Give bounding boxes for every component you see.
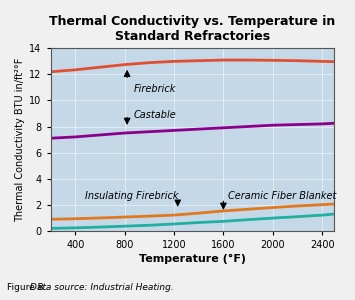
Text: Figure B.: Figure B. — [7, 284, 50, 292]
Text: Insulating Firebrick: Insulating Firebrick — [84, 191, 178, 201]
Title: Thermal Conductivity vs. Temperature in
Standard Refractories: Thermal Conductivity vs. Temperature in … — [49, 15, 336, 43]
Text: Data source: Industrial Heating.: Data source: Industrial Heating. — [30, 284, 174, 292]
Text: Firebrick: Firebrick — [133, 84, 176, 94]
Text: Castable: Castable — [133, 110, 176, 120]
X-axis label: Temperature (°F): Temperature (°F) — [139, 254, 246, 264]
Text: Ceramic Fiber Blanket: Ceramic Fiber Blanket — [228, 191, 337, 201]
Y-axis label: Thermal Conductivity BTU in/ft²°F: Thermal Conductivity BTU in/ft²°F — [15, 57, 25, 222]
